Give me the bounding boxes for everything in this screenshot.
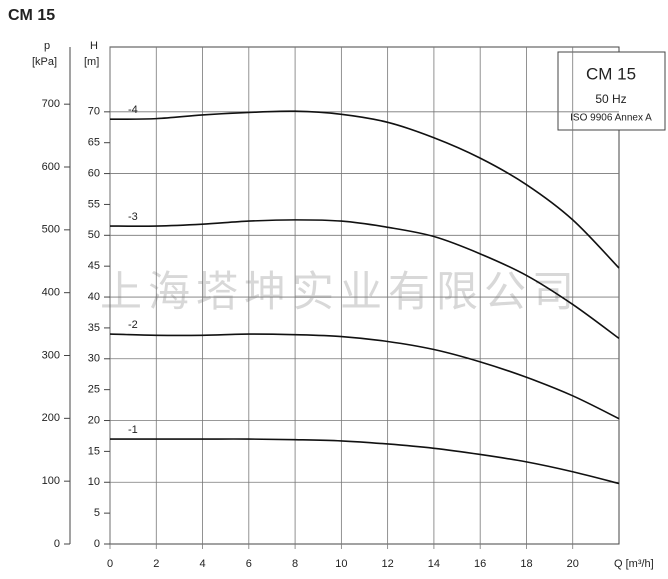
curve-label: -2 [128, 319, 138, 331]
y2-tick-label: 400 [42, 287, 60, 299]
y2-tick-label: 700 [42, 98, 60, 110]
y-tick-label: 25 [88, 384, 100, 396]
y-axis-title: H [90, 40, 98, 52]
x-axis-title: Q [m³/h] [614, 558, 654, 570]
y2-tick-label: 200 [42, 412, 60, 424]
y2-axis-title: p [44, 40, 50, 52]
y-tick-label: 15 [88, 445, 100, 457]
chart-title: CM 15 [8, 7, 55, 24]
curve [109, 219, 620, 340]
curve-label: -4 [128, 104, 138, 116]
y-tick-label: 20 [88, 414, 100, 426]
y-tick-label: 50 [88, 229, 100, 241]
y-tick-label: 10 [88, 476, 100, 488]
y-tick-label: 30 [88, 353, 100, 365]
y2-tick-label: 0 [54, 538, 60, 550]
y-tick-label: 55 [88, 198, 100, 210]
y-axis-unit: [m] [84, 56, 99, 68]
watermark: 上海塔坤实业有限公司 [100, 268, 580, 315]
curve [109, 110, 620, 269]
y2-axis-unit: [kPa] [32, 56, 57, 68]
x-tick-label: 18 [520, 558, 532, 570]
x-tick-label: 2 [153, 558, 159, 570]
x-tick-label: 14 [428, 558, 440, 570]
x-tick-label: 16 [474, 558, 486, 570]
x-tick-label: 12 [382, 558, 394, 570]
y2-tick-label: 300 [42, 349, 60, 361]
x-tick-label: 6 [246, 558, 252, 570]
y2-tick-label: 600 [42, 161, 60, 173]
x-tick-label: 10 [335, 558, 347, 570]
curve-label: -1 [128, 424, 138, 436]
curve-label: -3 [128, 211, 138, 223]
legend-title: CM 15 [586, 64, 636, 83]
x-tick-label: 8 [292, 558, 298, 570]
curve [110, 438, 620, 485]
legend-box [557, 51, 666, 131]
curve [109, 333, 620, 420]
y-tick-label: 35 [88, 322, 100, 334]
y-tick-label: 40 [88, 291, 100, 303]
x-tick-label: 0 [107, 558, 113, 570]
y-tick-label: 0 [94, 538, 100, 550]
x-tick-label: 4 [199, 558, 205, 570]
y-tick-label: 45 [88, 260, 100, 272]
y2-tick-label: 100 [42, 475, 60, 487]
y-tick-label: 60 [88, 167, 100, 179]
y-tick-label: 5 [94, 507, 100, 519]
legend-line: 50 Hz [595, 92, 626, 106]
legend-line: ISO 9906 Annex A [570, 113, 652, 124]
y-tick-label: 70 [88, 106, 100, 118]
y2-tick-label: 500 [42, 224, 60, 236]
y-tick-label: 65 [88, 137, 100, 149]
x-tick-label: 20 [567, 558, 579, 570]
